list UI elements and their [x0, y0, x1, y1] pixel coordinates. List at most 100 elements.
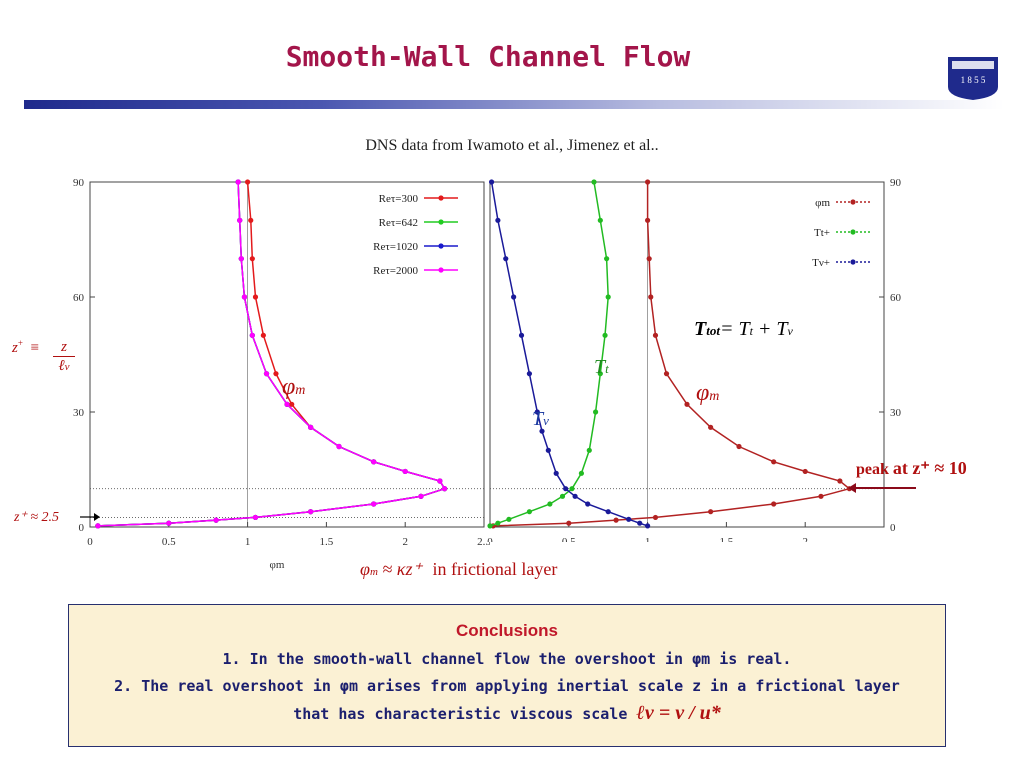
data-point — [371, 501, 377, 507]
conclusion-2: 2. The real overshoot in φm arises from … — [114, 677, 900, 695]
left-chart-panel: 0 0.5 1 1.5 2 2.5 0 30 60 90 φm Reτ=300 Reτ=642 Reτ=1… — [56, 172, 491, 580]
data-point — [245, 179, 251, 185]
series-line — [489, 181, 609, 527]
series-line — [493, 182, 851, 527]
zplus-fraction: z ℓν — [53, 338, 75, 376]
data-point — [637, 520, 643, 526]
data-point — [708, 509, 714, 515]
t-nu-label: Tν — [532, 408, 549, 430]
data-point — [539, 428, 545, 434]
data-point — [736, 443, 742, 450]
viscous-scale-formula: ℓν = ν / u* — [636, 702, 721, 724]
x-tick-label: 0.5 — [162, 536, 176, 548]
legend-label: Tν+ — [812, 257, 830, 269]
university-seal-icon: 1 8 5 5 — [948, 57, 998, 100]
data-point — [284, 401, 290, 407]
chart-source-subtitle: DNS data from Iwamoto et al., Jimenez et… — [365, 137, 659, 154]
data-point — [597, 371, 603, 377]
data-point — [534, 409, 540, 415]
data-point — [249, 256, 255, 262]
data-point — [578, 470, 585, 476]
data-point — [663, 371, 670, 377]
left-phi-m-chart: 0 0.5 1 1.5 2 2.50306090φmReτ=300Reτ=642Reτ=1… — [73, 177, 491, 571]
legend-label: Reτ=2000 — [373, 265, 418, 277]
zplus-approx-label: z⁺ ≈ 2.5 — [14, 510, 60, 525]
y-tick-label: 0 — [79, 522, 85, 534]
data-point — [308, 424, 314, 430]
x-tick-label: 1.5 — [320, 536, 334, 548]
data-point — [260, 332, 266, 338]
t-t-label: Tt — [594, 356, 609, 378]
data-point — [526, 371, 532, 377]
data-point — [95, 523, 101, 529]
y-tick-label: 30 — [890, 407, 902, 419]
data-point — [626, 516, 632, 522]
data-point — [646, 256, 652, 262]
legend-marker — [438, 243, 444, 249]
x-tick-label: 2 — [802, 536, 808, 542]
data-point — [248, 217, 254, 223]
data-point — [771, 501, 777, 507]
x-tick-label: 1 — [245, 536, 251, 548]
y-tick-label: 90 — [890, 177, 902, 189]
legend-marker — [438, 219, 444, 225]
data-point — [495, 217, 501, 223]
series-line — [490, 181, 648, 527]
data-point — [613, 517, 619, 523]
x-tick-label: 2 — [402, 536, 408, 548]
title-divider — [24, 100, 1004, 109]
x-tick-label: 1 — [645, 536, 651, 542]
x-tick-label: 1.5 — [720, 536, 734, 542]
data-point — [273, 371, 279, 377]
data-point — [602, 332, 608, 338]
data-point — [645, 523, 651, 529]
data-point — [684, 401, 690, 407]
x-axis-label: φm — [270, 559, 285, 571]
data-point — [503, 256, 509, 262]
legend-label: Tt+ — [814, 227, 830, 239]
data-point — [308, 509, 314, 515]
series-line — [97, 181, 446, 527]
y-tick-label: 30 — [73, 407, 85, 419]
t-tot-equation: Ttot= Tt + Tν — [694, 318, 793, 340]
data-point — [605, 509, 611, 515]
legend-marker — [850, 229, 856, 235]
data-point — [652, 514, 659, 521]
legend-label: Reτ=642 — [379, 217, 418, 229]
data-point — [235, 179, 241, 185]
y-tick-label: 60 — [73, 292, 85, 304]
zplus-arrow-icon — [80, 513, 100, 521]
plot-frame — [489, 181, 885, 528]
legend-marker — [850, 199, 856, 205]
legend-label: Reτ=300 — [379, 193, 419, 205]
data-point — [237, 217, 243, 223]
data-point — [586, 447, 592, 453]
data-point — [559, 493, 566, 499]
data-point — [506, 516, 512, 522]
legend-marker — [438, 195, 444, 201]
data-point — [597, 217, 603, 223]
data-point — [511, 294, 517, 300]
data-point — [526, 509, 532, 515]
data-point — [547, 501, 553, 507]
data-point — [289, 401, 295, 407]
x-tick-label: 0.5 — [562, 536, 576, 542]
data-point — [166, 520, 172, 526]
data-point — [545, 447, 551, 453]
data-point — [553, 470, 559, 476]
data-point — [442, 486, 448, 492]
data-point — [566, 520, 572, 526]
data-point — [802, 468, 808, 475]
zplus-definition: z+ ≡ — [12, 338, 40, 356]
data-point — [252, 514, 259, 521]
series-line — [97, 181, 446, 527]
y-tick-label: 60 — [890, 292, 902, 304]
data-point — [569, 486, 575, 492]
data-point — [837, 478, 843, 484]
phi-m-approx-caption: φm ≈ κz⁺ in frictional layer — [360, 559, 558, 579]
y-tick-label: 90 — [73, 177, 85, 189]
data-point — [488, 179, 495, 185]
data-point — [263, 371, 270, 377]
legend-marker — [850, 259, 856, 265]
data-point — [495, 520, 501, 526]
